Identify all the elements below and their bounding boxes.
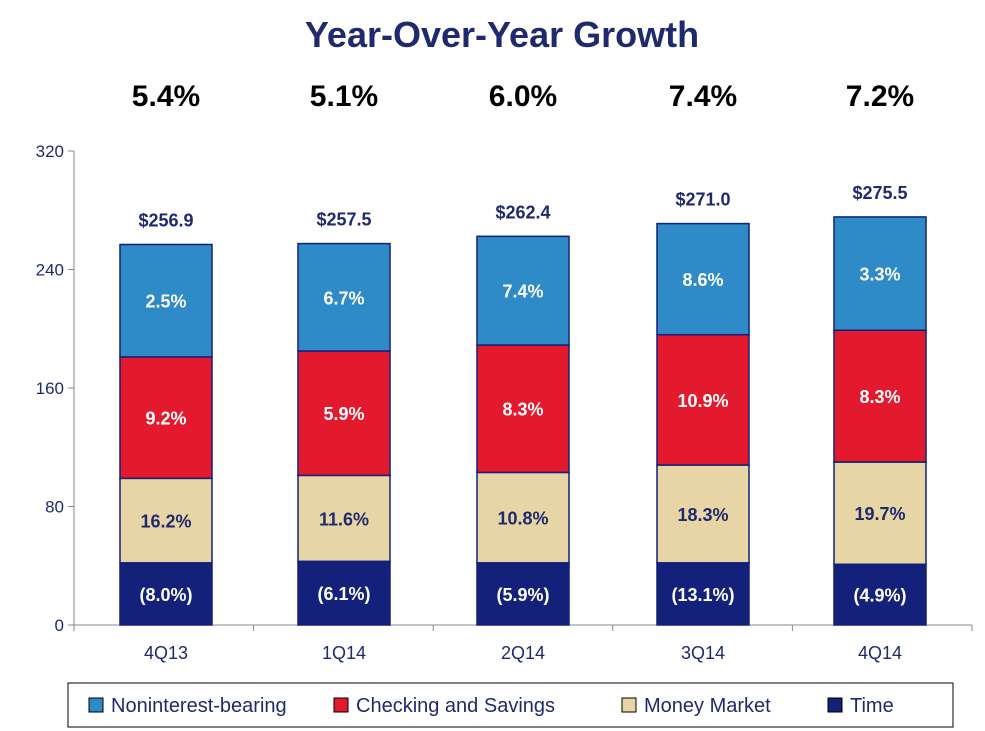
y-tick-label: 0: [55, 616, 64, 635]
bar-total-label: $271.0: [675, 190, 730, 210]
segment-label-checking-and-savings: 9.2%: [145, 409, 186, 429]
legend-label-noninterest-bearing: Noninterest-bearing: [111, 695, 287, 717]
bar-segment-checking-and-savings: [297, 350, 391, 477]
growth-label: 7.2%: [846, 80, 914, 113]
x-tick-label: 3Q14: [681, 643, 725, 663]
bar-segment-money-market: [119, 477, 213, 564]
bar-segment-noninterest-bearing: [833, 216, 927, 331]
segment-label-money-market: 16.2%: [140, 512, 191, 532]
bar-segment-time: [297, 560, 391, 626]
legend-swatch-noninterest-bearing: [88, 697, 104, 713]
growth-label: 5.1%: [310, 80, 378, 113]
bar-segment-time: [119, 562, 213, 626]
bar-segment-time: [833, 563, 927, 626]
segment-label-checking-and-savings: 10.9%: [677, 391, 728, 411]
bar-segment-noninterest-bearing: [476, 235, 570, 346]
bar-segment-noninterest-bearing: [119, 243, 213, 358]
bar-segment-checking-and-savings: [119, 356, 213, 480]
segment-label-money-market: 18.3%: [677, 505, 728, 525]
y-tick-label: 240: [36, 261, 64, 280]
legend-box: [67, 682, 954, 728]
segment-label-noninterest-bearing: 8.6%: [682, 270, 723, 290]
y-tick-label: 320: [36, 142, 64, 161]
bar-segment-money-market: [656, 464, 750, 564]
bar-total-label: $256.9: [138, 210, 193, 230]
bar-segment-time: [656, 562, 750, 626]
bar-segment-money-market: [297, 474, 391, 563]
bar-segment-money-market: [833, 461, 927, 566]
legend-swatch-money-market: [621, 697, 637, 713]
segment-label-noninterest-bearing: 7.4%: [502, 282, 543, 302]
legend-label-money-market: Money Market: [644, 695, 771, 717]
x-tick-label: 1Q14: [322, 643, 366, 663]
x-tick-label: 4Q13: [144, 643, 188, 663]
legend-label-checking-and-savings: Checking and Savings: [356, 695, 555, 717]
segment-label-money-market: 19.7%: [854, 504, 905, 524]
bar-segment-noninterest-bearing: [656, 222, 750, 336]
growth-label: 6.0%: [489, 80, 557, 113]
bar-segment-noninterest-bearing: [297, 242, 391, 352]
bar-total-label: $262.4: [495, 202, 550, 222]
segment-label-checking-and-savings: 8.3%: [502, 400, 543, 420]
y-tick-label: 160: [36, 379, 64, 398]
bar-total-label: $257.5: [316, 210, 371, 230]
segment-label-checking-and-savings: 8.3%: [859, 387, 900, 407]
segment-label-time: (5.9%): [496, 585, 549, 605]
bar-segment-time: [476, 562, 570, 626]
growth-label: 7.4%: [669, 80, 737, 113]
segment-label-noninterest-bearing: 3.3%: [859, 265, 900, 285]
segment-label-time: (6.1%): [317, 584, 370, 604]
legend-swatch-checking-and-savings: [333, 697, 349, 713]
segment-label-money-market: 10.8%: [497, 509, 548, 529]
x-tick-label: 4Q14: [858, 643, 902, 663]
segment-label-money-market: 11.6%: [319, 509, 369, 529]
bar-total-label: $275.5: [852, 183, 907, 203]
segment-label-noninterest-bearing: 2.5%: [145, 292, 186, 312]
segment-label-checking-and-savings: 5.9%: [323, 404, 364, 424]
segment-label-time: (8.0%): [139, 585, 192, 605]
bar-segment-money-market: [476, 471, 570, 564]
legend-swatch-time: [827, 697, 843, 713]
segment-label-noninterest-bearing: 6.7%: [323, 288, 364, 308]
chart-title: Year-Over-Year Growth: [305, 14, 699, 55]
segment-label-time: (4.9%): [853, 586, 906, 606]
legend-label-time: Time: [850, 695, 894, 717]
x-tick-label: 2Q14: [501, 643, 545, 663]
y-tick-label: 80: [45, 498, 64, 517]
growth-label: 5.4%: [132, 80, 200, 113]
segment-label-time: (13.1%): [671, 585, 734, 605]
bar-segment-checking-and-savings: [656, 333, 750, 466]
